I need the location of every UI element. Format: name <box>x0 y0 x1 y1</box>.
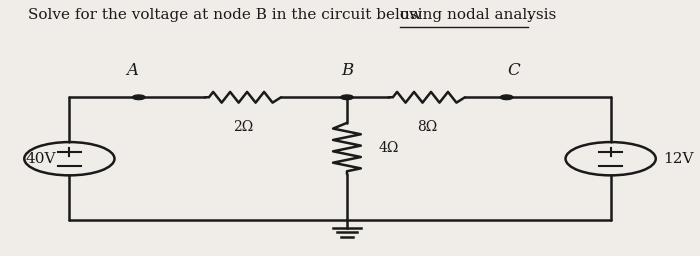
Text: 12V: 12V <box>663 152 693 166</box>
Circle shape <box>341 95 354 100</box>
Text: 2Ω: 2Ω <box>232 120 253 134</box>
Text: 4Ω: 4Ω <box>378 142 398 155</box>
Text: A: A <box>126 62 138 79</box>
Circle shape <box>500 95 513 100</box>
Text: .: . <box>528 8 533 22</box>
Text: 8Ω: 8Ω <box>416 120 437 134</box>
Text: B: B <box>341 62 353 79</box>
Circle shape <box>132 95 145 100</box>
Text: 40V: 40V <box>25 152 55 166</box>
Text: using nodal analysis: using nodal analysis <box>400 8 556 22</box>
Text: Solve for the voltage at node B in the circuit below: Solve for the voltage at node B in the c… <box>28 8 426 22</box>
Text: C: C <box>507 62 520 79</box>
